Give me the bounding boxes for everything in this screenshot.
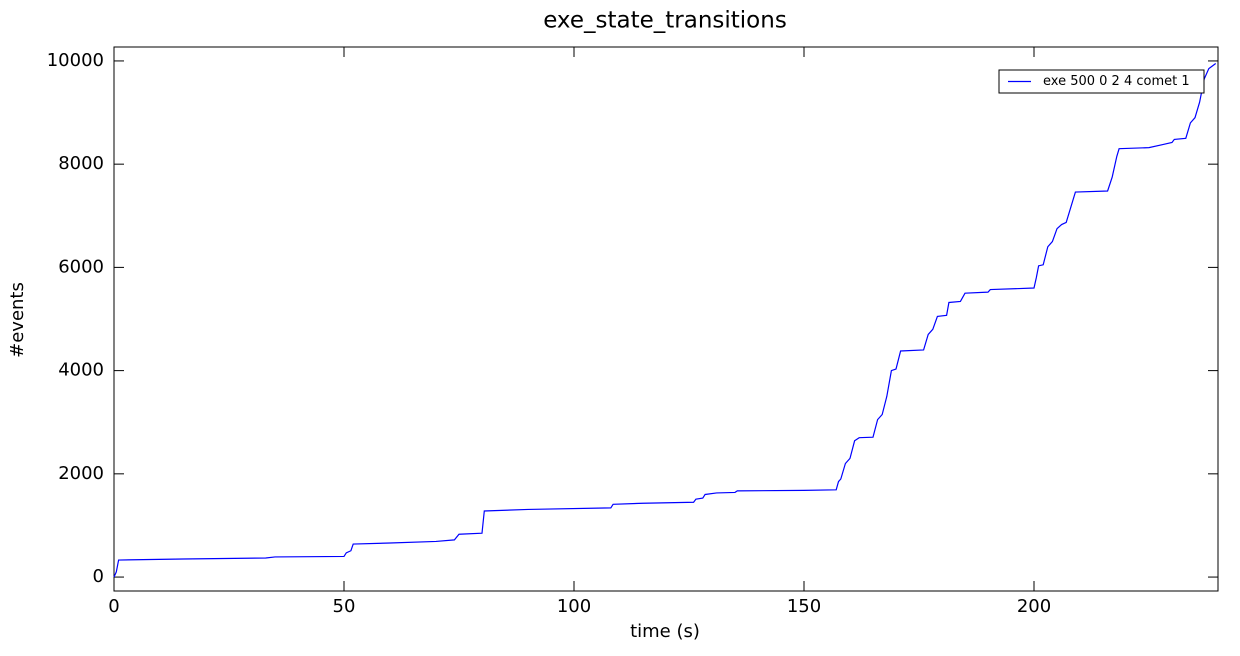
y-tick-label: 0 (93, 566, 104, 587)
x-tick-label: 0 (108, 596, 119, 617)
y-axis-label: #events (7, 282, 28, 358)
y-tick-label: 2000 (58, 463, 104, 484)
y-tick-label: 10000 (47, 50, 104, 71)
y-tick-label: 4000 (58, 360, 104, 381)
x-tick-label: 200 (1017, 596, 1051, 617)
x-tick-label: 100 (557, 596, 591, 617)
plot-frame (113, 46, 1219, 592)
x-axis-label: time (s) (630, 621, 700, 642)
y-tick-label: 8000 (58, 153, 104, 174)
legend-box (998, 69, 1205, 94)
legend-label: exe 500 0 2 4 comet 1 (1043, 74, 1190, 89)
data-line (113, 63, 1217, 578)
x-tick-label: 150 (787, 596, 821, 617)
x-tick-label: 50 (333, 596, 356, 617)
y-tick-label: 6000 (58, 256, 104, 277)
chart-title: exe_state_transitions (543, 8, 787, 34)
